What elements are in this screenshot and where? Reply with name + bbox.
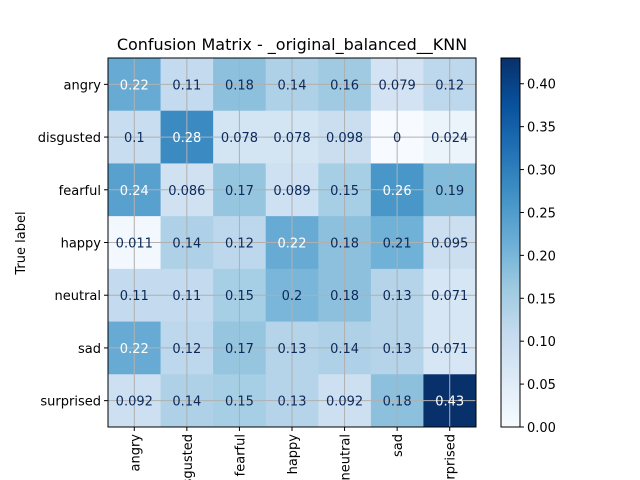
cell-value-label: 0.071 (431, 342, 468, 357)
cell-value-label: 0.13 (383, 289, 412, 304)
cell-value-label: 0.2 (282, 289, 303, 304)
cell-value-label: 0.14 (330, 342, 359, 357)
colorbar-tick-label: 0.40 (527, 78, 556, 93)
cell-value-label: 0.11 (172, 78, 201, 93)
cell-value-label: 0.079 (379, 78, 416, 93)
colorbar-ticks: 0.00 0.05 0.10 0.15 0.20 0.25 0.30 0.35 0.40 (520, 78, 556, 436)
cell-value-label: 0 (393, 131, 401, 146)
y-tick-label: disgusted (38, 131, 101, 146)
cell-value-label: 0.11 (120, 289, 149, 304)
cell-value-label: 0.078 (221, 131, 258, 146)
cell-value-label: 0.26 (383, 184, 412, 199)
x-tick-label: surprised (444, 434, 459, 480)
colorbar-tick-label: 0.15 (527, 292, 556, 307)
y-axis-label: True label (14, 211, 29, 275)
x-tick-label: neutral (339, 434, 354, 480)
cell-value-label: 0.15 (330, 184, 359, 199)
cell-value-label: 0.19 (435, 184, 464, 199)
cell-value-label: 0.18 (383, 395, 412, 410)
cell-value-label: 0.18 (330, 289, 359, 304)
cell-value-label: 0.024 (431, 131, 468, 146)
x-tick-label: sad (391, 434, 406, 457)
cell-value-label: 0.43 (435, 395, 464, 410)
cell-value-label: 0.092 (326, 395, 363, 410)
colorbar (500, 57, 521, 428)
x-tick-label: angry (128, 434, 143, 472)
cell-value-label: 0.12 (172, 342, 201, 357)
cell-value-label: 0.21 (383, 237, 412, 252)
cell-value-label: 0.16 (330, 78, 359, 93)
cell-value-label: 0.14 (278, 78, 307, 93)
cell-value-label: 0.22 (120, 78, 149, 93)
y-tick-label: happy (61, 237, 102, 252)
chart-title: Confusion Matrix - _original_balanced__K… (117, 35, 467, 55)
x-tick-label: disgusted (181, 434, 196, 480)
y-tick-label: sad (78, 342, 101, 357)
cell-value-label: 0.14 (172, 395, 201, 410)
y-tick-label: surprised (40, 395, 101, 410)
colorbar-tick-label: 0.20 (527, 249, 556, 264)
colorbar-tick-label: 0.10 (527, 335, 556, 350)
x-axis-ticks: angry disgusted fearful happy neutral sad surp… (128, 427, 459, 480)
cell-value-label: 0.13 (278, 395, 307, 410)
cell-value-label: 0.17 (225, 342, 254, 357)
cell-value-label: 0.17 (225, 184, 254, 199)
cell-value-label: 0.071 (431, 289, 468, 304)
cell-value-label: 0.1 (124, 131, 145, 146)
y-tick-label: neutral (55, 289, 102, 304)
colorbar-tick-label: 0.05 (527, 378, 556, 393)
cell-value-label: 0.22 (120, 342, 149, 357)
cell-value-label: 0.18 (330, 237, 359, 252)
cell-value-label: 0.18 (225, 78, 254, 93)
cell-value-label: 0.15 (225, 395, 254, 410)
colorbar-tick-label: 0.35 (527, 121, 556, 136)
cell-value-label: 0.092 (116, 395, 153, 410)
matrix-gridlines (108, 58, 476, 427)
y-axis-ticks: angry disgusted fearful happy neutral sad surp… (38, 78, 108, 410)
cell-value-label: 0.078 (273, 131, 310, 146)
cell-value-label: 0.11 (172, 289, 201, 304)
cell-value-label: 0.22 (278, 237, 307, 252)
y-tick-label: fearful (59, 184, 101, 199)
cell-value-label: 0.12 (225, 237, 254, 252)
x-tick-label: fearful (233, 434, 248, 476)
colorbar-tick-label: 0.30 (527, 164, 556, 179)
cell-value-label: 0.28 (172, 131, 201, 146)
cell-value-label: 0.12 (435, 78, 464, 93)
cell-value-label: 0.14 (172, 237, 201, 252)
cell-value-label: 0.089 (273, 184, 310, 199)
cell-value-label: 0.098 (326, 131, 363, 146)
cell-value-label: 0.13 (278, 342, 307, 357)
x-tick-label: happy (286, 434, 301, 475)
cell-value-label: 0.095 (431, 237, 468, 252)
y-tick-label: angry (64, 78, 102, 93)
cell-value-label: 0.011 (116, 237, 153, 252)
cell-value-label: 0.24 (120, 184, 149, 199)
cell-value-label: 0.13 (383, 342, 412, 357)
cell-value-label: 0.15 (225, 289, 254, 304)
matrix-cell-labels: 0.22 0.11 0.18 0.14 0.16 0.079 0.12 0.1 0.28 0.07… (116, 78, 469, 409)
colorbar-tick-label: 0.25 (527, 206, 556, 221)
colorbar-tick-label: 0.00 (527, 421, 556, 436)
cell-value-label: 0.086 (168, 184, 205, 199)
